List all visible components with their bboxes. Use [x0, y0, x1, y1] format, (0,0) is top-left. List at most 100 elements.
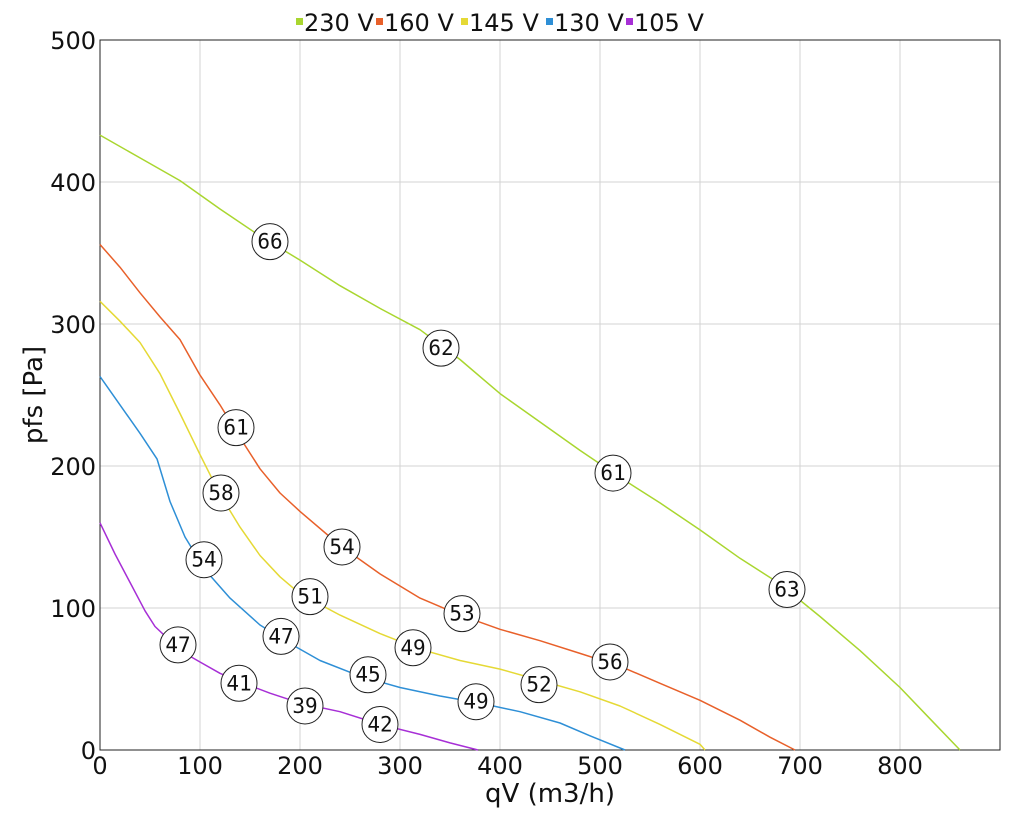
x-tick-label: 700 [777, 752, 823, 780]
bubble-value: 54 [329, 535, 354, 559]
bubble-circle [361, 705, 399, 743]
legend-swatch [376, 18, 383, 25]
legend-label: 145 V [469, 9, 539, 37]
bubble-circle [394, 629, 432, 667]
x-tick-label: 300 [377, 752, 423, 780]
bubble-circle [594, 454, 632, 492]
x-tick-label: 0 [92, 752, 107, 780]
bubble-value: 61 [223, 416, 248, 440]
series-line [99, 134, 961, 751]
x-tick-label: 600 [677, 752, 723, 780]
data-label-bubble: 39 [286, 687, 324, 725]
y-tick-label: 500 [50, 27, 96, 55]
x-tick-label: 500 [577, 752, 623, 780]
data-label-bubble: 53 [443, 595, 481, 633]
legend-item: 230 V [296, 9, 374, 37]
bubble-value: 39 [292, 694, 317, 718]
bubble-value: 62 [428, 336, 453, 360]
plot-area-frame [99, 39, 1001, 751]
data-label-bubble: 42 [361, 705, 399, 743]
legend-item: 145 V [461, 9, 539, 37]
bubble-value: 56 [597, 650, 622, 674]
y-axis-ticks: 0 100 200 300 400 500 [50, 27, 96, 765]
data-label-bubble: 41 [220, 664, 258, 702]
y-tick-label: 0 [81, 737, 96, 765]
x-axis-ticks: 0 100 200 300 400 500 600 700 800 [92, 752, 923, 780]
data-label-bubble: 61 [594, 454, 632, 492]
data-label-bubble: 63 [768, 571, 806, 609]
bubble-value: 58 [208, 481, 233, 505]
data-label-bubbles: 66 62 61 63 61 54 53 56 58 51 49 52 54 47 45 49 47 41 39 42 [159, 223, 806, 743]
bubble-value: 47 [165, 633, 190, 657]
bubble-circle [520, 666, 558, 704]
data-label-bubble: 49 [394, 629, 432, 667]
data-label-bubble: 47 [262, 617, 300, 655]
bubble-circle [349, 656, 387, 694]
bubble-circle [443, 595, 481, 633]
bubble-circle [457, 683, 495, 721]
legend-item: 160 V [376, 9, 454, 37]
y-tick-label: 100 [50, 595, 96, 623]
x-axis-title: qV (m3/h) [485, 779, 615, 809]
y-axis-title: pfs [Pa] [19, 346, 49, 444]
legend-label: 230 V [304, 9, 374, 37]
bubble-value: 66 [257, 230, 282, 254]
bubble-circle [185, 541, 223, 579]
bubble-circle [323, 528, 361, 566]
data-label-bubble: 61 [217, 409, 255, 447]
bubble-value: 47 [268, 624, 293, 648]
bubble-value: 41 [226, 671, 251, 695]
bubble-circle [286, 687, 324, 725]
bubble-circle [591, 643, 629, 681]
bubble-value: 51 [297, 585, 322, 609]
bubble-value: 52 [526, 673, 551, 697]
bubble-value: 49 [400, 636, 425, 660]
x-tick-label: 800 [877, 752, 923, 780]
bubble-circle [220, 664, 258, 702]
data-label-bubble: 51 [291, 578, 329, 616]
bubble-circle [251, 223, 289, 261]
bubble-circle [262, 617, 300, 655]
bubble-circle [202, 474, 240, 512]
data-label-bubble: 52 [520, 666, 558, 704]
legend-label: 130 V [554, 9, 624, 37]
bubble-circle [768, 571, 806, 609]
data-label-bubble: 45 [349, 656, 387, 694]
bubble-value: 42 [367, 712, 392, 736]
bubble-value: 45 [355, 663, 380, 687]
legend: 230 V 160 V 145 V 130 V 105 V [296, 9, 704, 37]
x-tick-label: 200 [277, 752, 323, 780]
grid [99, 39, 1000, 751]
series-line [99, 300, 706, 751]
bubble-circle [217, 409, 255, 447]
legend-item: 130 V [546, 9, 624, 37]
legend-swatch [296, 18, 303, 25]
bubble-circle [159, 626, 197, 664]
legend-swatch [546, 18, 553, 25]
bubble-circle [291, 578, 329, 616]
legend-label: 160 V [384, 9, 454, 37]
x-tick-label: 400 [477, 752, 523, 780]
data-label-bubble: 54 [185, 541, 223, 579]
y-tick-label: 400 [50, 169, 96, 197]
data-label-bubble: 54 [323, 528, 361, 566]
data-label-bubble: 47 [159, 626, 197, 664]
bubble-value: 61 [600, 461, 625, 485]
legend-swatch [626, 18, 633, 25]
data-label-bubble: 49 [457, 683, 495, 721]
y-tick-label: 200 [50, 453, 96, 481]
data-label-bubble: 58 [202, 474, 240, 512]
bubble-circle [422, 329, 460, 367]
data-label-bubble: 66 [251, 223, 289, 261]
legend-swatch [461, 18, 468, 25]
x-tick-label: 100 [177, 752, 223, 780]
legend-label: 105 V [634, 9, 704, 37]
data-label-bubble: 62 [422, 329, 460, 367]
bubble-value: 53 [449, 602, 474, 626]
y-tick-label: 300 [50, 311, 96, 339]
data-label-bubble: 56 [591, 643, 629, 681]
bubble-value: 63 [774, 578, 799, 602]
series-line [99, 244, 796, 751]
bubble-value: 54 [191, 548, 216, 572]
